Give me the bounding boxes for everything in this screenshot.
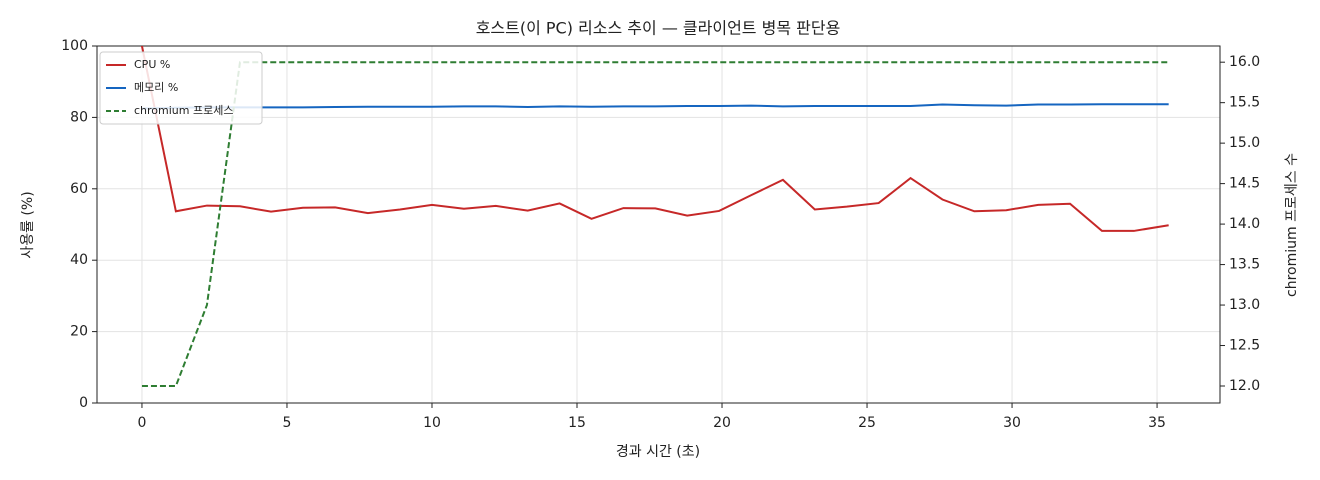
plot-frame <box>96 45 1221 404</box>
x-tick-label: 35 <box>1148 415 1166 431</box>
y2-tick-label: 13.5 <box>1229 257 1260 273</box>
y2-tick-label: 16.0 <box>1229 54 1260 70</box>
x-tick-label: 5 <box>283 415 292 431</box>
y-tick-label: 0 <box>79 395 88 411</box>
y-tick-label: 100 <box>61 38 88 54</box>
y2-tick-label: 12.0 <box>1229 378 1260 394</box>
x-tick-label: 10 <box>423 415 441 431</box>
x-tick-label: 30 <box>1003 415 1021 431</box>
legend: CPU % 메모리 % chromium 프로세스 <box>99 51 263 125</box>
y-tick-label: 40 <box>70 252 88 268</box>
y2-tick-label: 14.0 <box>1229 216 1260 232</box>
x-tick-label: 15 <box>568 415 586 431</box>
y-tick-label: 60 <box>70 181 88 197</box>
x-tick-label: 0 <box>137 415 146 431</box>
y-tick-label: 80 <box>70 109 88 125</box>
y-tick-label: 20 <box>70 324 88 340</box>
x-tick-label: 25 <box>858 415 876 431</box>
y2-tick-label: 15.5 <box>1229 95 1260 111</box>
series-line <box>141 61 1169 387</box>
y2-tick-label: 14.5 <box>1229 176 1260 192</box>
x-tick-label: 20 <box>713 415 731 431</box>
legend-label: CPU % <box>134 58 170 71</box>
legend-box <box>99 51 263 125</box>
x-axis-label: 경과 시간 (초) <box>616 444 700 460</box>
legend-label: chromium 프로세스 <box>134 104 233 117</box>
y2-axis-label: chromium 프로세스 수 <box>1284 153 1300 297</box>
y2-tick-label: 15.0 <box>1229 135 1260 151</box>
legend-label: 메모리 % <box>134 81 178 94</box>
y2-tick-label: 13.0 <box>1229 297 1260 313</box>
y-axis-label: 사용률 (%) <box>20 191 36 258</box>
series-line <box>141 103 1169 110</box>
y2-tick-label: 12.5 <box>1229 338 1260 354</box>
series-line <box>140 46 1169 232</box>
chart-title: 호스트(이 PC) 리소스 추이 — 클라이언트 병목 판단용 <box>476 19 841 38</box>
